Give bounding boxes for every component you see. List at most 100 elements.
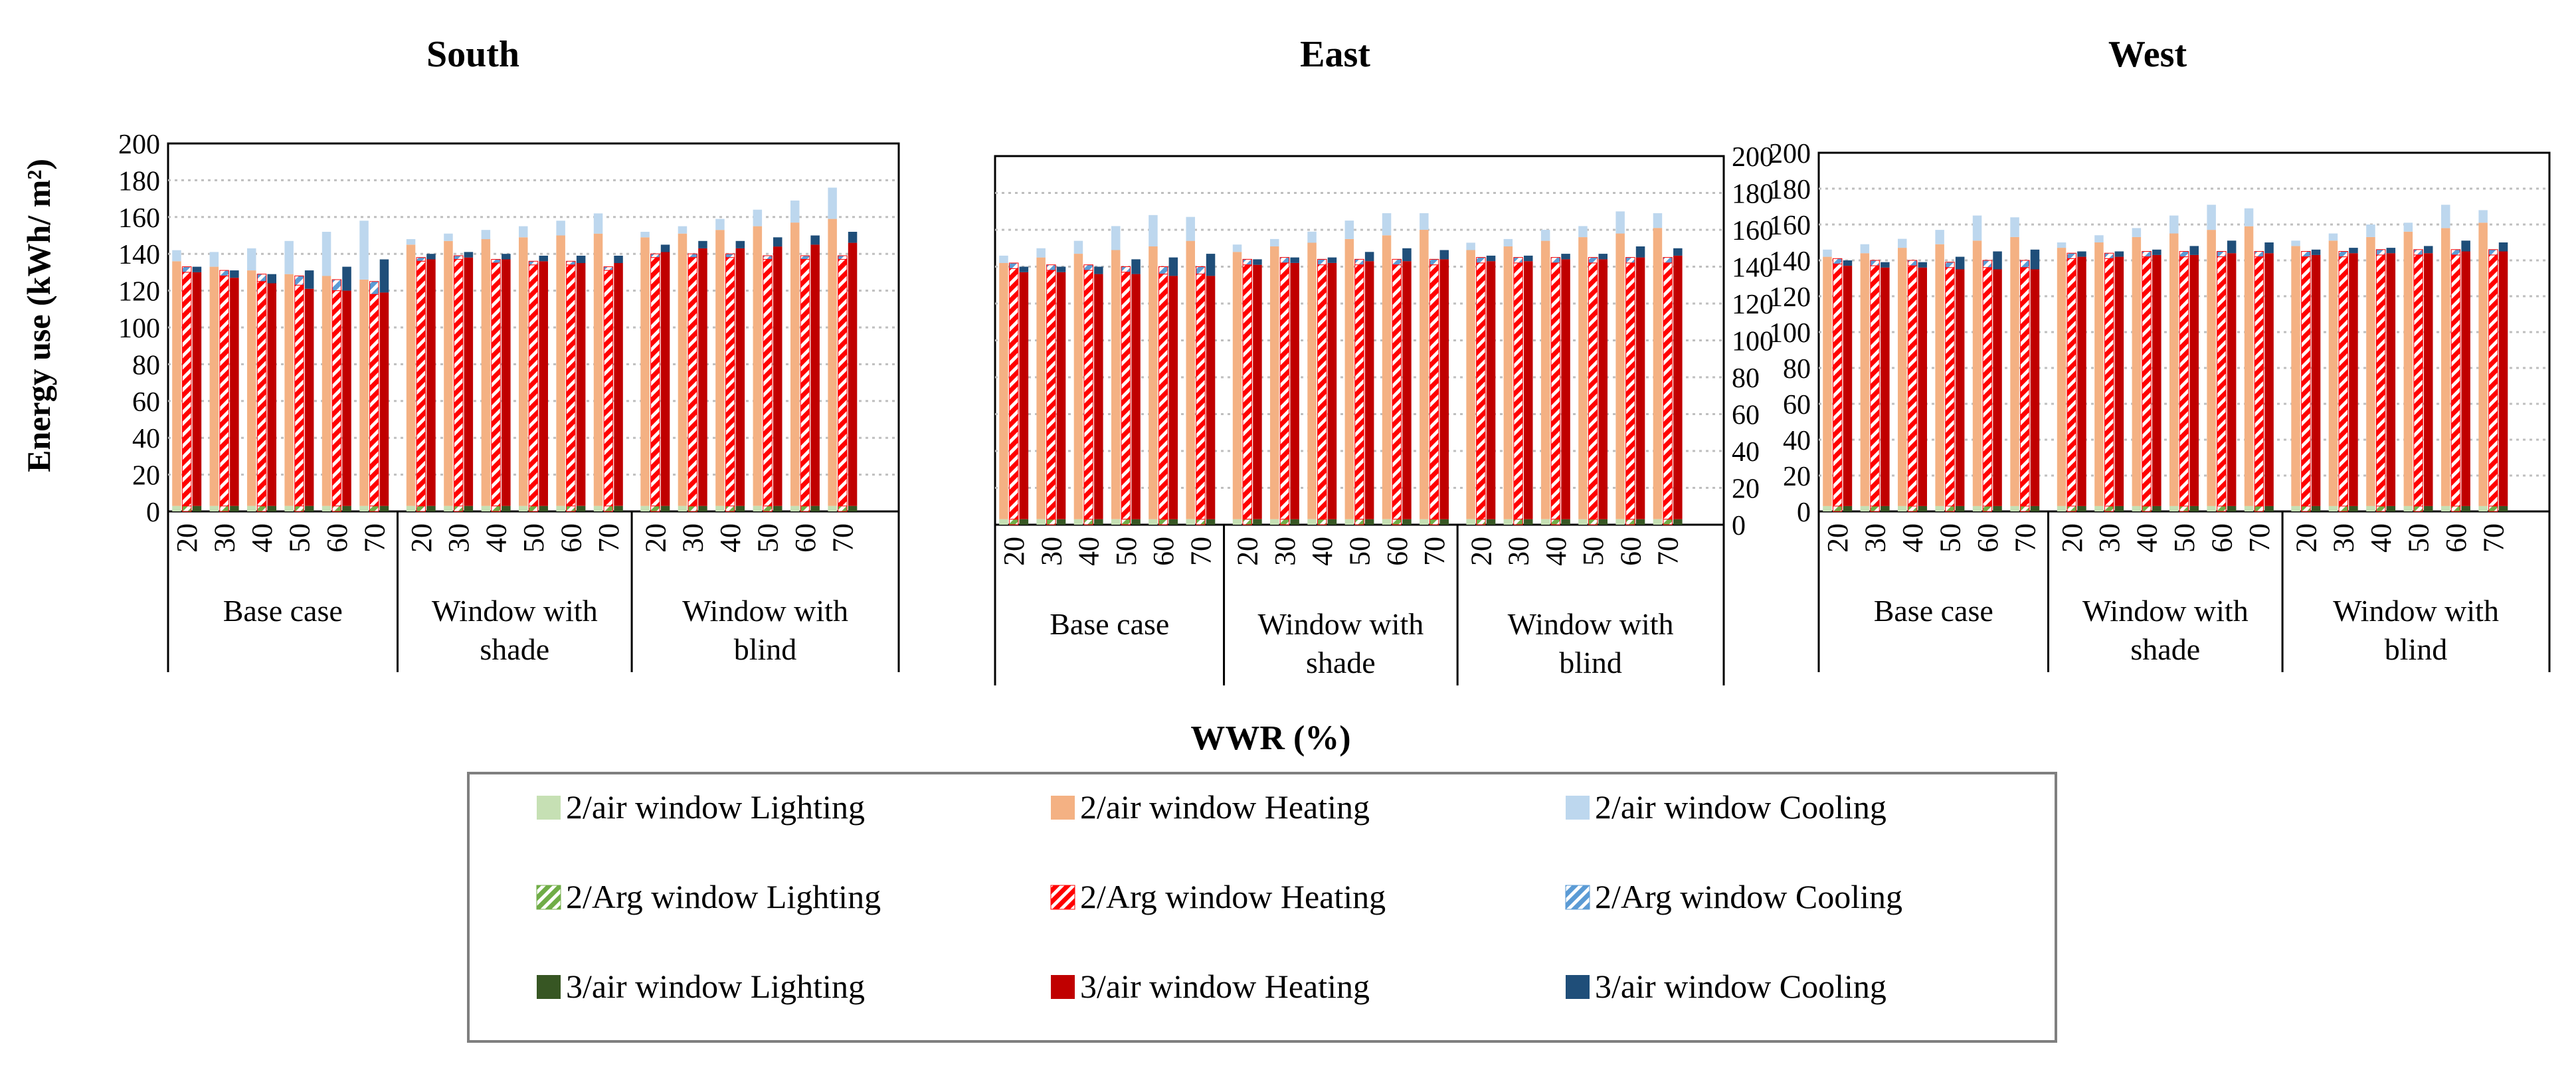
y-tick-label: 160	[1732, 216, 1774, 246]
bar-2air-lighting	[2169, 505, 2179, 511]
bar-3air-heating	[1364, 261, 1374, 519]
x-tick-label: 30	[2328, 523, 2360, 553]
bar-2air-cooling	[1540, 230, 1550, 241]
bar-2air-cooling	[2094, 235, 2104, 242]
y-tick-label: 20	[1732, 474, 1760, 505]
bar-2air-heating	[1344, 238, 1354, 519]
bar-3air-cooling	[304, 270, 314, 289]
bar-3air-cooling	[426, 254, 436, 260]
bar-3air-heating	[2461, 251, 2470, 506]
bar-2air-heating	[359, 280, 369, 506]
x-tick-label: 60	[1972, 523, 2004, 553]
bar-2arg-lighting	[1429, 519, 1439, 525]
bar-2arg-cooling	[2020, 260, 2030, 268]
bar-3air-heating	[2030, 269, 2040, 506]
bar-2air-lighting	[172, 505, 181, 511]
bar-2arg-lighting	[1279, 519, 1290, 525]
bar-2air-lighting	[322, 505, 331, 511]
bar-2arg-lighting	[181, 505, 192, 512]
bar-2arg-lighting	[2179, 505, 2189, 512]
bar-3air-heating	[1168, 276, 1178, 519]
group-label: Window with shade	[2082, 594, 2249, 666]
bar-2arg-cooling	[2067, 252, 2076, 259]
bar-3air-heating	[464, 257, 474, 506]
bar-2air-cooling	[1344, 221, 1354, 239]
y-tick-label: 200	[1732, 142, 1774, 173]
bar-2arg-lighting	[1907, 505, 1918, 512]
y-tick-label: 0	[146, 497, 160, 528]
bar-2air-cooling	[2291, 240, 2300, 246]
bar-3air-lighting	[1881, 505, 1890, 511]
bar-3air-heating	[660, 252, 670, 506]
bar-2arg-lighting	[2217, 505, 2227, 512]
bar-2air-cooling	[1307, 231, 1317, 243]
bar-3air-cooling	[342, 266, 351, 291]
y-tick-label: 100	[118, 313, 160, 344]
x-tick-label: 70	[2009, 523, 2041, 553]
bar-3air-lighting	[1993, 505, 2002, 511]
bar-3air-heating	[267, 283, 276, 506]
bar-3air-cooling	[2227, 240, 2237, 254]
y-tick-label: 60	[1732, 401, 1760, 431]
bar-2air-lighting	[209, 505, 219, 511]
bar-3air-cooling	[1524, 255, 1533, 262]
bar-2arg-heating	[2142, 256, 2152, 507]
bar-3air-cooling	[267, 274, 276, 284]
x-tick-label: 20	[405, 523, 438, 553]
bar-3air-heating	[698, 248, 707, 506]
x-tick-label: 30	[1503, 537, 1535, 566]
bar-2air-cooling	[2441, 205, 2450, 228]
bar-3air-heating	[2189, 254, 2199, 506]
bar-2air-heating	[1073, 254, 1083, 519]
bar-3air-cooling	[1993, 251, 2002, 270]
y-tick-label: 180	[1769, 175, 1811, 205]
bar-2air-cooling	[2057, 242, 2067, 248]
group-label: Base case	[1050, 607, 1169, 641]
bar-2air-heating	[406, 244, 416, 506]
bar-2arg-cooling	[1832, 258, 1843, 264]
bar-2air-heating	[1307, 242, 1317, 519]
bar-2arg-cooling	[2217, 251, 2227, 258]
bar-3air-cooling	[2152, 249, 2162, 255]
bar-2air-lighting	[1382, 519, 1392, 525]
y-tick-label: 80	[132, 350, 160, 381]
bar-2air-lighting	[1466, 519, 1475, 525]
bar-2arg-lighting	[2104, 505, 2114, 512]
y-tick-label: 140	[1769, 246, 1811, 277]
bar-2arg-lighting	[725, 505, 735, 512]
y-tick-label: 180	[1732, 179, 1774, 210]
bar-2air-cooling	[753, 209, 763, 226]
x-tick-label: 30	[209, 523, 241, 553]
bar-3air-lighting	[192, 505, 202, 511]
x-tick-label: 50	[752, 523, 784, 553]
bar-2arg-cooling	[416, 257, 426, 262]
bar-2arg-lighting	[491, 505, 501, 512]
bar-2air-lighting	[519, 505, 528, 511]
bar-2air-cooling	[1860, 244, 1870, 254]
bar-2air-lighting	[2366, 505, 2375, 511]
bar-2air-lighting	[1540, 519, 1550, 525]
y-tick-label: 40	[1783, 426, 1811, 456]
bar-3air-heating	[2264, 253, 2274, 506]
bar-2air-heating	[209, 266, 219, 506]
bar-2air-cooling	[678, 226, 688, 234]
bar-3air-lighting	[267, 505, 276, 511]
bar-2air-cooling	[322, 232, 331, 276]
legend-swatch	[1051, 796, 1075, 820]
bar-3air-cooling	[1056, 266, 1066, 272]
bar-2arg-cooling	[2338, 251, 2348, 258]
bar-2arg-heating	[256, 281, 267, 507]
bar-2air-cooling	[790, 200, 800, 223]
group-label: Base case	[223, 594, 343, 628]
bar-3air-cooling	[1327, 257, 1337, 263]
bar-2air-heating	[2169, 233, 2179, 506]
bar-2arg-cooling	[1046, 264, 1056, 271]
bar-2arg-cooling	[603, 266, 614, 271]
bar-3air-lighting	[1168, 519, 1178, 525]
x-tick-label: 20	[1232, 537, 1264, 566]
bar-3air-lighting	[2498, 505, 2508, 511]
bar-3air-heating	[1056, 272, 1066, 519]
